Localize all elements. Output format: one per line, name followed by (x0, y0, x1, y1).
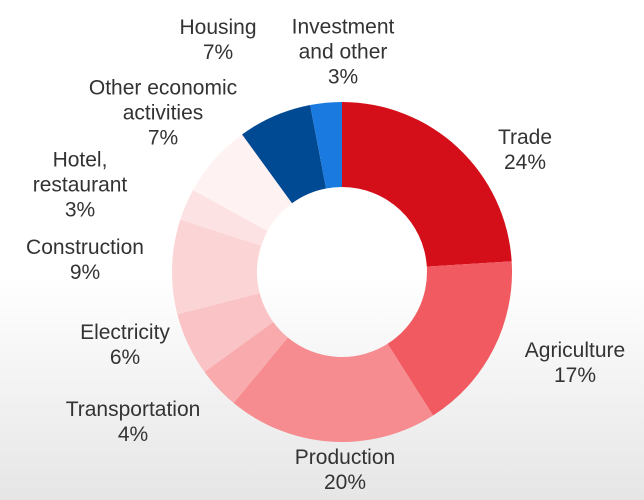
category-name: Construction (26, 236, 144, 259)
value-label: 3% (327, 65, 359, 89)
value-label: 17% (553, 364, 597, 387)
value-label: 4% (117, 423, 149, 446)
donut-slice (342, 102, 512, 267)
value-label: 7% (202, 41, 234, 64)
donut-slice (387, 261, 513, 416)
value-label: 7% (147, 126, 179, 150)
slice-label: Transportation 4% (38, 397, 228, 447)
donut-slice (177, 293, 274, 372)
slice-label: Other economic activities 7% (63, 76, 263, 151)
donut-slice (180, 190, 268, 246)
category-name: Investment and other (291, 15, 395, 64)
donut-slice (172, 219, 262, 315)
category-name: Transportation (65, 398, 201, 421)
donut-slice (204, 321, 288, 403)
slice-label: Hotel, restaurant 3% (15, 148, 145, 223)
category-name: Electricity (80, 321, 170, 344)
slice-label: Housing 7% (158, 15, 278, 65)
category-name: Agriculture (524, 339, 626, 362)
category-name: Production (294, 446, 396, 469)
slice-label: Production 20% (275, 445, 415, 495)
slice-label: Investment and other 3% (273, 15, 413, 90)
category-name: Housing (179, 16, 257, 39)
category-name: Trade (497, 126, 553, 149)
donut-slice (310, 102, 342, 189)
category-name: Hotel, restaurant (32, 148, 128, 197)
category-name: Other economic activities (88, 76, 238, 125)
donut-slice (193, 134, 293, 232)
value-label: 9% (69, 261, 101, 284)
value-label: 24% (503, 151, 547, 174)
slice-label: Trade 24% (465, 125, 585, 175)
slice-label: Construction 9% (0, 235, 170, 285)
value-label: 6% (109, 346, 141, 369)
donut-slice (233, 337, 434, 442)
donut-slice (242, 105, 327, 204)
slice-label: Electricity 6% (55, 320, 195, 370)
value-label: 20% (323, 471, 367, 494)
value-label: 3% (64, 198, 96, 222)
slice-label: Agriculture 17% (505, 338, 644, 388)
